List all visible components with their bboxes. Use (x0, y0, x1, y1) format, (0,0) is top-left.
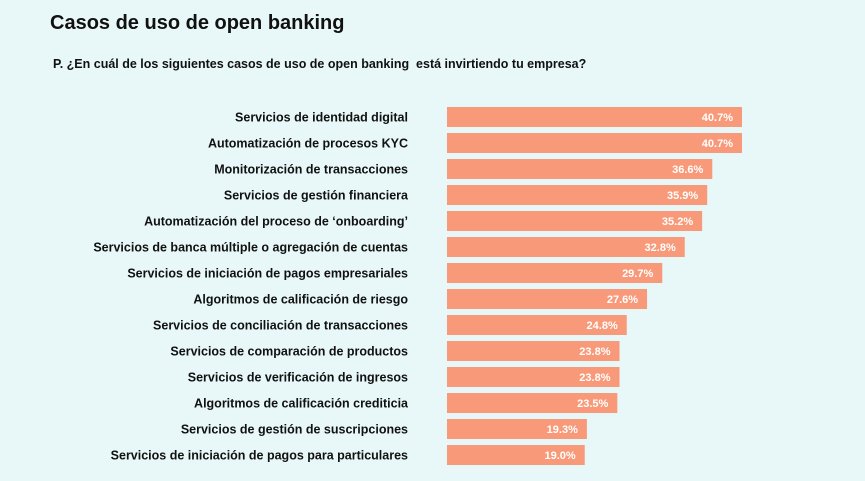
bar (447, 237, 685, 257)
category-label: Automatización del proceso de ‘onboardin… (144, 215, 408, 229)
data-label: 36.6% (672, 164, 703, 176)
data-label: 19.0% (545, 450, 576, 462)
data-label: 19.3% (547, 424, 578, 436)
bar (447, 185, 708, 205)
data-label: 40.7% (702, 112, 733, 124)
category-label: Servicios de iniciación de pagos empresa… (127, 267, 408, 281)
data-label: 23.5% (577, 398, 608, 410)
bar (447, 315, 627, 335)
chart-title: Casos de uso de open banking (50, 12, 345, 34)
data-label: 23.8% (579, 346, 610, 358)
bar (447, 133, 742, 153)
data-label: 32.8% (645, 242, 676, 254)
bar (447, 159, 713, 179)
category-label: Servicios de gestión financiera (224, 189, 409, 203)
data-label: 29.7% (622, 268, 653, 280)
bar (447, 445, 585, 465)
data-label: 35.9% (667, 190, 698, 202)
category-label: Servicios de conciliación de transaccion… (153, 319, 408, 333)
category-label: Automatización de procesos KYC (208, 137, 408, 151)
category-label: Servicios de banca múltiple o agregación… (93, 241, 408, 255)
data-label: 27.6% (607, 294, 638, 306)
bar (447, 263, 663, 283)
bar (447, 419, 587, 439)
bar (447, 393, 618, 413)
data-label: 23.8% (579, 372, 610, 384)
category-label: Servicios de verificación de ingresos (188, 371, 408, 385)
category-label: Algoritmos de calificación crediticia (194, 397, 409, 411)
bar (447, 341, 620, 361)
bar (447, 289, 648, 309)
category-label: Monitorización de transacciones (214, 163, 408, 177)
bar (447, 211, 703, 231)
bar (447, 367, 620, 387)
category-label: Algoritmos de calificación de riesgo (193, 293, 408, 307)
category-label: Servicios de identidad digital (235, 111, 408, 125)
bar (447, 107, 742, 127)
data-label: 24.8% (587, 320, 618, 332)
data-label: 35.2% (662, 216, 693, 228)
category-label: Servicios de comparación de productos (170, 345, 408, 359)
data-label: 40.7% (702, 138, 733, 150)
category-label: Servicios de iniciación de pagos para pa… (111, 449, 408, 463)
chart-subtitle: P. ¿En cuál de los siguientes casos de u… (53, 57, 587, 71)
category-label: Servicios de gestión de suscripciones (181, 423, 408, 437)
